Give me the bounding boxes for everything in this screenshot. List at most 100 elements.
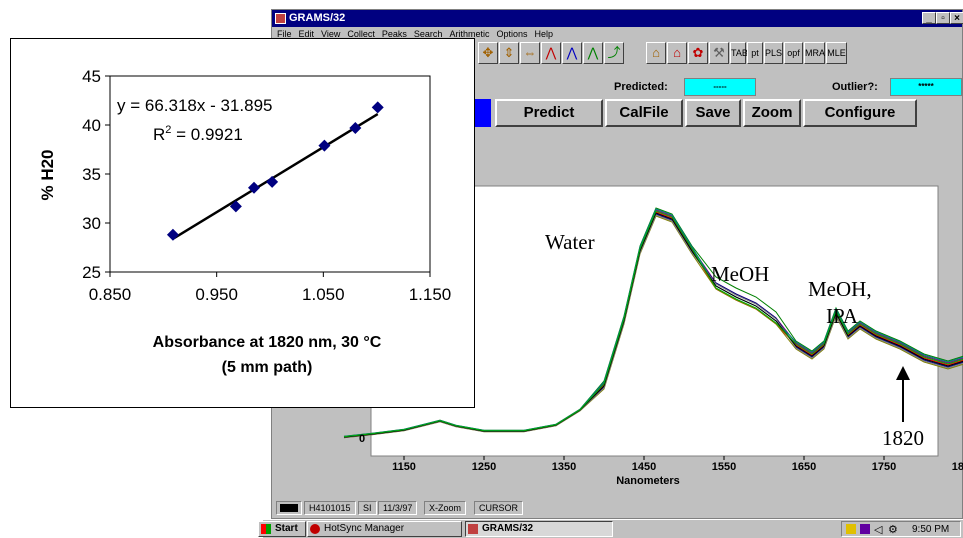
spectrum-scale-icon[interactable]: ⤴ [604,42,624,64]
menu-help[interactable]: Help [534,29,554,39]
prediction-row: Predicted: ----- Outlier?: ***** [272,78,962,98]
r-squared: R2 = 0.9921 [153,124,243,144]
calibration-y-ticks: 25 30 35 40 45 [82,67,110,282]
status-cursor: CURSOR [474,501,524,515]
menu-view[interactable]: View [321,29,341,39]
calibration-chart-panel: 25 30 35 40 45 0.850 0.950 1.050 1.150 y = 66.3… [10,38,475,408]
maximize-button[interactable]: ▫ [936,12,950,24]
y-tick-label: 40 [82,116,101,135]
spectrum-peaks-icon[interactable]: ⋀ [541,42,561,64]
annotation-water: Water [545,230,595,254]
status-bar: H4101015 SI 11/3/97 X-Zoom CURSOR [272,499,962,517]
menu-options[interactable]: Options [496,29,528,39]
y-tick-label: 35 [82,165,101,184]
tray-icon-1[interactable] [846,524,856,534]
system-tray: ◁ ⚙ 9:50 PM [841,521,961,537]
annotation-meoh-ipa-line1: MeOH, [808,277,872,301]
grams-task-icon [468,524,478,534]
move-icon[interactable]: ✥ [478,42,498,64]
pls-button[interactable]: PLS [764,42,783,64]
task-hotsync[interactable]: HotSync Manager [307,521,462,537]
opf-button[interactable]: opf [784,42,803,64]
task-hotsync-label: HotSync Manager [324,523,405,534]
start-button[interactable]: Start [258,521,306,537]
expand-horizontal-icon[interactable]: ⇔ [520,42,540,64]
tools-icon[interactable]: ⚒ [709,42,729,64]
menu-bar: File Edit View Collect Peaks Search Arithmetic… [272,27,962,41]
title-bar[interactable]: GRAMS/32 _ ▫ × [272,10,963,27]
trendline [172,112,379,240]
menu-edit[interactable]: Edit [298,29,315,39]
minimize-button[interactable]: _ [922,12,936,24]
status-zoom: X-Zoom [424,501,467,515]
tray-icon-2[interactable] [860,524,870,534]
y-tick-label: 45 [82,67,101,86]
spectrum-x-ticks: 1150 1250 1350 1450 1550 1650 1750 1850 [392,456,963,473]
tab-button[interactable]: TAB [730,42,748,64]
status-indicator [276,501,302,515]
zoom-button[interactable]: Zoom [743,99,801,127]
y-tick-label: 25 [82,263,101,282]
x-axis-label-line1: Absorbance at 1820 nm, 30 °C [153,334,382,351]
menu-file[interactable]: File [277,29,292,39]
predict-button[interactable]: Predict [495,99,603,127]
close-button[interactable]: × [950,12,963,24]
menu-collect[interactable]: Collect [347,29,375,39]
spectrum-overlay-icon[interactable]: ⋀ [562,42,582,64]
spectrum-x-tick-label: 1450 [632,461,656,473]
spectrum-x-tick-label: 1550 [712,461,736,473]
spectrum-x-tick-label: 1250 [472,461,496,473]
save-button[interactable]: Save [685,99,741,127]
spectrum-curve [343,210,963,438]
gear-icon[interactable]: ✿ [688,42,708,64]
hotsync-icon [310,524,320,534]
outlier-label: Outlier?: [832,81,878,93]
task-grams-label: GRAMS/32 [482,523,534,534]
data-point [349,121,362,134]
regression-equation: y = 66.318x - 31.895 [117,96,272,115]
spectrum-x-tick-label: 1150 [392,461,416,473]
calfile-button[interactable]: CalFile [605,99,683,127]
data-point [318,139,331,152]
mra-button[interactable]: MRA [804,42,825,64]
menu-search[interactable]: Search [413,29,443,39]
y-tick-label: 30 [82,214,101,233]
expand-vertical-icon[interactable]: ⇕ [499,42,519,64]
spectrum-y-tick-zero: 0 [359,433,365,445]
speaker-icon[interactable]: ◁ [874,524,883,536]
data-point [266,175,279,188]
data-point [371,101,384,114]
x-axis-label-line2: (5 mm path) [222,359,313,376]
predicted-value: ----- [684,78,756,96]
folder-open-icon[interactable]: ⌂ [646,42,666,64]
spectrum-x-tick-label: 1750 [872,461,896,473]
app-icon [275,13,286,24]
clock: 9:50 PM [912,524,950,535]
configure-button[interactable]: Configure [803,99,917,127]
data-point [248,181,260,194]
spectrum-x-tick-label: 1850 [952,461,963,473]
calibration-points [166,101,384,241]
menu-arithmetic[interactable]: Arithmetic [449,29,490,39]
windows-logo-icon [261,524,271,534]
menu-peaks[interactable]: Peaks [381,29,407,39]
status-date: 11/3/97 [378,501,418,515]
data-point [166,228,179,241]
spectrum-x-tick-label: 1350 [552,461,576,473]
calibration-chart: 25 30 35 40 45 0.850 0.950 1.050 1.150 y = 66.3… [38,67,451,376]
mle-button[interactable]: MLE [826,42,847,64]
spectrum-cursor-icon[interactable]: ⋀ [583,42,603,64]
spectrum-x-tick-label: 1650 [792,461,816,473]
calibration-x-ticks: 0.850 0.950 1.050 1.150 [89,272,451,304]
spectrum-curves [343,207,963,439]
task-grams[interactable]: GRAMS/32 [465,521,613,537]
calibration-trendline [172,112,379,240]
annotation-meoh-ipa-line2: IPA [826,304,859,328]
folder-save-icon[interactable]: ⌂ [667,42,687,64]
data-point [229,200,242,213]
network-icon[interactable]: ⚙ [888,524,898,536]
spectrum-x-label: Nanometers [616,475,680,487]
status-filename: H4101015 [304,501,356,515]
pt-button[interactable]: pt [747,42,763,64]
x-tick-label: 1.050 [302,285,345,304]
